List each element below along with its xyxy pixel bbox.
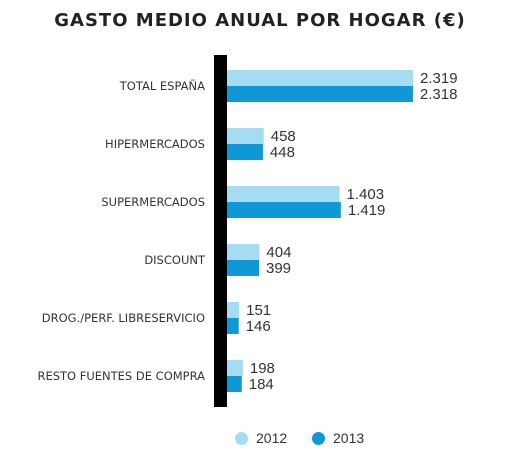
bar-2012 — [227, 360, 243, 376]
y-axis-line — [214, 55, 227, 407]
data-label-2012: 2.319 — [420, 70, 458, 87]
category-label: DROG./PERF. LIBRESERVICIO — [42, 311, 205, 325]
data-label-2013: 448 — [270, 144, 295, 161]
category-label: TOTAL ESPAÑA — [119, 78, 205, 93]
legend-item-2012: 2012 — [235, 430, 287, 446]
legend-label-2012: 2012 — [256, 430, 288, 446]
data-label-2012: 404 — [266, 244, 291, 261]
bar-2013 — [227, 260, 260, 276]
bar-2012 — [227, 128, 264, 144]
data-label-2013: 1.419 — [348, 202, 386, 219]
bar-2012 — [227, 70, 413, 86]
data-label-2012: 458 — [271, 128, 296, 145]
bar-2012 — [227, 186, 340, 202]
data-label-2012: 151 — [246, 302, 271, 319]
bar-2013 — [227, 86, 413, 102]
category-label: RESTO FUENTES DE COMPRA — [37, 369, 205, 383]
category-label: HIPERMERCADOS — [105, 137, 205, 151]
data-label-2012: 1.403 — [347, 186, 385, 203]
data-label-2013: 2.318 — [420, 86, 458, 103]
data-label-2013: 146 — [246, 318, 271, 335]
bar-2013 — [227, 318, 239, 334]
chart-title: GASTO MEDIO ANUAL POR HOGAR (€) — [54, 10, 466, 31]
category-label: DISCOUNT — [144, 253, 206, 267]
legend: 2012 2013 — [235, 430, 435, 448]
bar-2013 — [227, 376, 242, 392]
category-label: SUPERMERCADOS — [101, 195, 205, 209]
legend-label-2013: 2013 — [333, 430, 365, 446]
legend-swatch-2013 — [312, 431, 325, 445]
bar-2012 — [227, 302, 240, 318]
bar-2013 — [227, 202, 341, 218]
data-label-2013: 399 — [266, 260, 291, 277]
bar-2012 — [227, 244, 260, 260]
bar-2013 — [227, 144, 263, 160]
data-label-2012: 198 — [250, 360, 275, 377]
legend-item-2013: 2013 — [312, 430, 364, 446]
data-label-2013: 184 — [249, 376, 274, 393]
legend-swatch-2012 — [235, 431, 248, 445]
